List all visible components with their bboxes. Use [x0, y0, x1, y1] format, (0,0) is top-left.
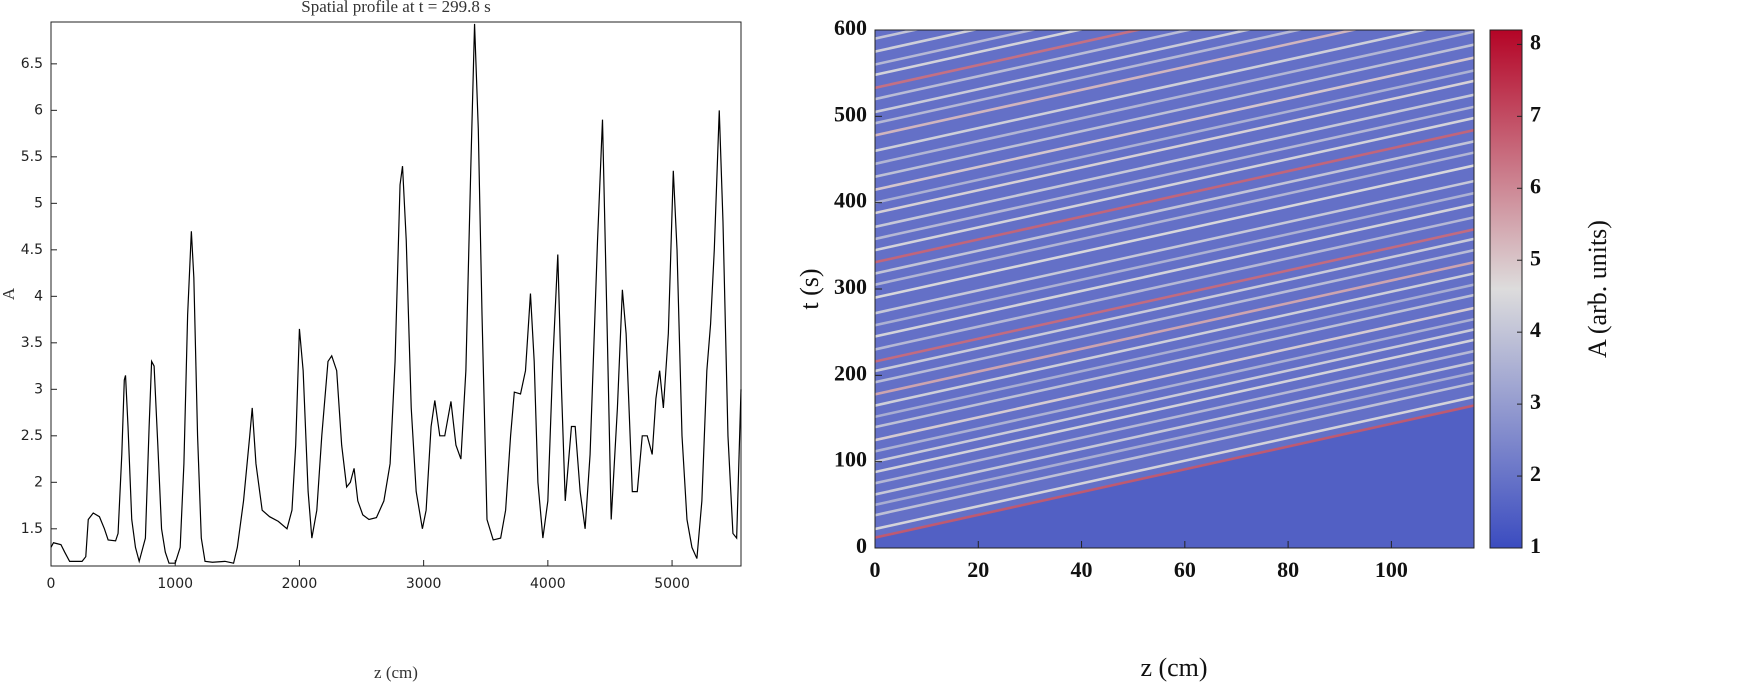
streak	[875, 237, 1474, 373]
streak	[875, 30, 1085, 77]
streak	[875, 203, 1474, 338]
y-tick-label: 3.5	[21, 335, 43, 351]
streak	[875, 30, 1359, 137]
y-axis-label: t (s)	[795, 268, 824, 309]
y-tick-label: 500	[834, 101, 867, 126]
colorbar-tick-label: 2	[1530, 461, 1541, 486]
streak	[875, 93, 1474, 229]
x-tick-label: 80	[1277, 557, 1299, 582]
y-tick-label: 6	[34, 102, 43, 118]
y-tick-label: 6.5	[21, 56, 43, 72]
streak	[875, 272, 1474, 407]
streak	[875, 140, 1474, 275]
streak	[875, 191, 1474, 327]
streak	[875, 338, 1474, 474]
colorbar-label: A (arb. units)	[1583, 220, 1612, 358]
heatmap	[875, 30, 1474, 548]
streak	[875, 228, 1474, 363]
streak	[875, 361, 1474, 496]
x-tick-label: 5000	[654, 576, 690, 592]
y-tick-label: 600	[834, 15, 867, 40]
x-tick-label: 100	[1375, 557, 1408, 582]
streak	[875, 30, 1430, 153]
x-tick-label: 4000	[530, 576, 566, 592]
streak	[875, 56, 1474, 191]
x-tick-label: 3000	[406, 576, 442, 592]
streak	[875, 43, 1474, 179]
streak	[875, 30, 1144, 90]
streak	[875, 216, 1474, 351]
colorbar-tick-label: 3	[1530, 389, 1541, 414]
colorbar-tick-label: 8	[1530, 29, 1541, 54]
streak	[875, 349, 1474, 485]
x-tick-label: 20	[967, 557, 989, 582]
streak	[875, 328, 1474, 463]
streak	[875, 248, 1474, 384]
y-tick-label: 1.5	[21, 521, 43, 537]
streak	[875, 151, 1474, 286]
y-tick-label: 5.5	[21, 149, 43, 165]
streak	[875, 293, 1474, 429]
streak	[875, 69, 1474, 204]
y-tick-label: 2.5	[21, 428, 43, 444]
colorbar-tick-label: 5	[1530, 245, 1541, 270]
colorbar-tick-label: 1	[1530, 533, 1541, 558]
y-tick-label: 5	[34, 195, 43, 211]
x-axis-label: z (cm)	[1140, 653, 1207, 682]
streak	[875, 317, 1474, 453]
x-tick-label: 40	[1071, 557, 1093, 582]
colorbar-tick-label: 6	[1530, 173, 1541, 198]
streak	[875, 79, 1474, 215]
colorbar	[1489, 29, 1523, 549]
streak	[875, 371, 1474, 507]
streak	[875, 30, 1038, 66]
y-tick-label: 2	[34, 474, 43, 490]
streak	[875, 306, 1474, 442]
streak	[875, 179, 1474, 315]
streak	[875, 381, 1474, 517]
streak	[875, 395, 1474, 531]
x-axis-label: z (cm)	[374, 663, 418, 682]
chart-title: Spatial profile at t = 299.8 s	[301, 0, 490, 16]
streak	[875, 116, 1474, 252]
x-tick-label: 2000	[282, 576, 318, 592]
streak	[875, 283, 1474, 419]
streak	[875, 105, 1474, 241]
streak	[875, 164, 1474, 299]
y-tick-label: 0	[856, 533, 867, 558]
x-tick-label: 0	[47, 576, 56, 592]
colorbar-tick-label: 7	[1530, 101, 1541, 126]
streak	[875, 260, 1474, 396]
x-tick-label: 0	[870, 557, 881, 582]
profile-line	[50, 23, 742, 564]
streak	[875, 30, 1195, 101]
streak	[875, 30, 1474, 166]
streak	[875, 404, 1474, 539]
x-tick-label: 1000	[157, 576, 193, 592]
plot-frame	[50, 21, 742, 567]
y-axis-label: A	[0, 287, 18, 300]
y-tick-label: 200	[834, 360, 867, 385]
streak	[875, 30, 1253, 114]
y-tick-label: 300	[834, 274, 867, 299]
y-tick-label: 100	[834, 447, 867, 472]
x-tick-label: 60	[1174, 557, 1196, 582]
y-tick-label: 3	[34, 381, 43, 397]
colorbar-tick-label: 4	[1530, 317, 1541, 342]
y-tick-label: 4.5	[21, 242, 43, 258]
streak	[875, 30, 1304, 125]
y-tick-label: 400	[834, 188, 867, 213]
streak	[875, 128, 1474, 264]
y-tick-label: 4	[34, 288, 43, 304]
